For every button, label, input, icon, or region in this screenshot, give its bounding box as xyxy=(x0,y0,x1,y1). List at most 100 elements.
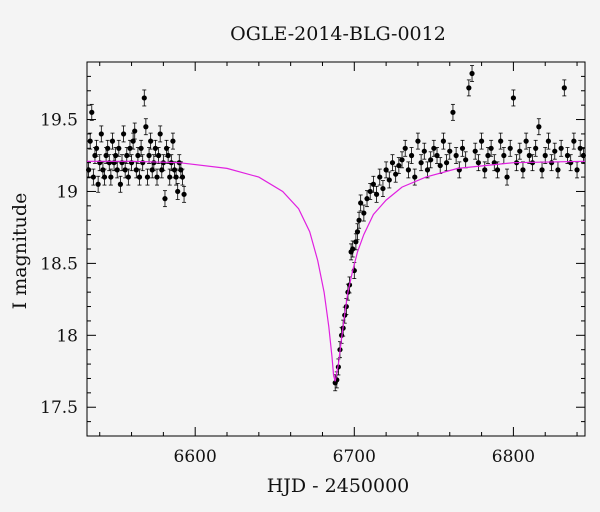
data-point xyxy=(98,131,104,137)
data-point xyxy=(151,160,157,166)
data-point xyxy=(558,145,564,151)
data-point xyxy=(399,157,405,163)
data-point xyxy=(450,109,456,115)
data-point xyxy=(113,152,119,159)
data-point xyxy=(555,167,561,173)
data-point xyxy=(367,188,373,195)
data-point xyxy=(152,145,159,151)
data-point xyxy=(148,138,154,144)
data-point xyxy=(539,167,545,173)
data-point xyxy=(478,138,485,144)
data-point xyxy=(536,124,542,130)
data-point xyxy=(523,138,529,144)
data-point xyxy=(155,152,162,159)
data-point xyxy=(393,171,399,177)
data-point xyxy=(459,145,466,151)
chart-title: OGLE-2014-BLG-0012 xyxy=(230,23,446,45)
data-point xyxy=(548,160,555,166)
data-point xyxy=(135,152,141,159)
data-point xyxy=(485,152,491,159)
y-tick-label: 17.5 xyxy=(40,398,78,418)
data-point xyxy=(350,246,356,252)
data-point xyxy=(90,174,96,180)
data-point xyxy=(520,167,526,173)
data-point xyxy=(132,128,138,134)
x-tick-label: 6600 xyxy=(174,447,217,467)
data-point xyxy=(386,177,392,183)
axis-ticks xyxy=(87,62,585,436)
data-point xyxy=(133,167,139,173)
data-point xyxy=(361,210,367,216)
data-point xyxy=(120,131,127,137)
data-point xyxy=(124,152,130,159)
data-point xyxy=(114,167,120,173)
data-point xyxy=(95,181,101,187)
data-point xyxy=(507,145,513,151)
x-axis-label: HJD - 2450000 xyxy=(267,475,410,497)
x-tick-labels: 6600 6700 6800 xyxy=(174,447,535,467)
data-point xyxy=(165,152,171,159)
y-tick-labels: 17.5 18 18.5 19 19.5 xyxy=(40,111,78,419)
data-point xyxy=(498,138,504,144)
data-point xyxy=(443,160,450,166)
data-point xyxy=(105,145,111,151)
data-point xyxy=(167,174,173,180)
data-point xyxy=(437,162,443,169)
data-point xyxy=(144,174,151,180)
data-point xyxy=(568,160,574,166)
data-point xyxy=(87,138,93,144)
y-tick-label: 19 xyxy=(56,182,78,202)
data-point xyxy=(552,148,558,154)
data-point xyxy=(418,160,424,166)
data-point xyxy=(179,174,186,180)
y-axis-label: I magnitude xyxy=(9,193,31,310)
data-point xyxy=(574,167,580,173)
data-point xyxy=(463,157,469,163)
data-point xyxy=(146,152,152,159)
data-point xyxy=(469,70,475,77)
data-point xyxy=(494,167,501,173)
data-point xyxy=(122,167,128,173)
data-point xyxy=(580,152,587,159)
data-point xyxy=(571,138,577,144)
data-point xyxy=(472,148,478,154)
data-point xyxy=(402,145,408,151)
data-point xyxy=(517,148,523,154)
data-point xyxy=(89,109,95,115)
y-tick-label: 18 xyxy=(56,326,78,346)
x-tick-label: 6800 xyxy=(492,447,535,467)
data-point xyxy=(154,174,160,180)
data-point xyxy=(542,152,548,159)
data-point xyxy=(564,152,571,159)
data-point xyxy=(364,196,370,202)
data-point xyxy=(408,152,415,159)
data-point xyxy=(577,145,583,151)
data-point xyxy=(117,181,124,187)
y-tick-label: 18.5 xyxy=(40,254,78,274)
data-point xyxy=(130,138,136,144)
data-point xyxy=(510,95,517,101)
data-point xyxy=(431,145,437,151)
data-point xyxy=(396,162,402,169)
data-point xyxy=(143,124,149,130)
data-point xyxy=(466,85,472,91)
data-point xyxy=(434,152,440,159)
data-point xyxy=(389,160,396,166)
data-point xyxy=(170,138,176,144)
data-point xyxy=(125,174,131,180)
data-point xyxy=(545,138,552,144)
data-point xyxy=(373,191,380,197)
data-point xyxy=(85,167,92,173)
data-point xyxy=(482,167,488,173)
x-tick-label: 6700 xyxy=(333,447,376,467)
data-point xyxy=(353,239,359,245)
data-point xyxy=(175,188,181,195)
data-point xyxy=(383,167,389,173)
data-point xyxy=(370,181,376,187)
data-points xyxy=(85,65,587,392)
data-point xyxy=(475,160,481,166)
data-point xyxy=(533,145,539,151)
data-point xyxy=(138,145,144,151)
data-point xyxy=(447,148,453,154)
